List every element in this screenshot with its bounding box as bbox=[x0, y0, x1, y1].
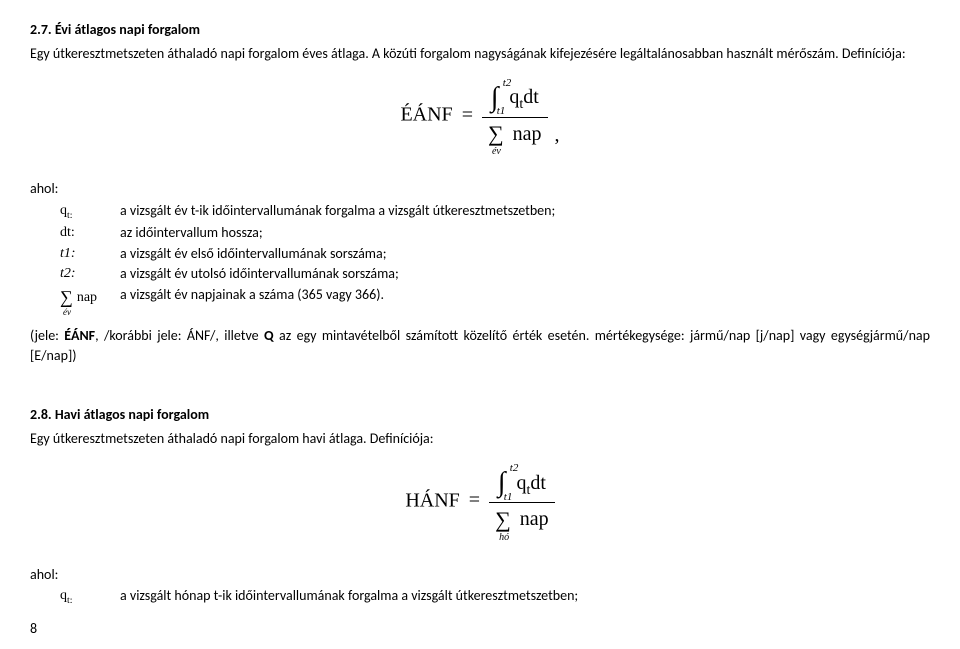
formula-lhs: ÉÁNF bbox=[400, 104, 452, 126]
formula-eq: = bbox=[462, 104, 473, 126]
section-28-heading: 2.8. Havi átlagos napi forgalom bbox=[30, 405, 930, 425]
def-row: qt: a vizsgált év t-ik időintervallumána… bbox=[60, 201, 930, 223]
formula-lhs: HÁNF bbox=[405, 489, 459, 511]
sum-symbol: ∑ bbox=[488, 121, 504, 146]
sum-sub: hó bbox=[499, 531, 509, 545]
def-val: az időintervallum hossza; bbox=[120, 223, 263, 243]
int-upper: t2 bbox=[510, 461, 519, 476]
integrand-dt: dt bbox=[523, 86, 539, 108]
def-val: a vizsgált hónap t-ik időintervallumának… bbox=[120, 586, 578, 608]
sum-label: nap bbox=[513, 123, 542, 145]
def-val: a vizsgált év első időintervallumának so… bbox=[120, 244, 386, 264]
definition-list-28: qt: a vizsgált hónap t-ik időintervallum… bbox=[60, 586, 930, 608]
section-27-note: (jele: ÉÁNF, /korábbi jele: ÁNF/, illetv… bbox=[30, 326, 930, 365]
def-row: qt: a vizsgált hónap t-ik időintervallum… bbox=[60, 586, 930, 608]
def-row: dt: az időintervallum hossza; bbox=[60, 223, 930, 243]
section-27-formula: ÉÁNF = t2 ∫ t1 qtdt ∑ év nap , bbox=[30, 83, 930, 149]
definition-list-27: qt: a vizsgált év t-ik időintervallumána… bbox=[60, 201, 930, 310]
section-28-paragraph-1: Egy útkeresztmetszeten áthaladó napi for… bbox=[30, 429, 930, 449]
section-27-heading: 2.7. Évi átlagos napi forgalom bbox=[30, 20, 930, 40]
def-row: t2: a vizsgált év utolsó időintervallumá… bbox=[60, 264, 930, 284]
int-lower: t1 bbox=[504, 490, 513, 505]
def-val: a vizsgált év napjainak a száma (365 vag… bbox=[120, 285, 384, 310]
def-key: dt: bbox=[60, 223, 120, 243]
ahol-label-27: ahol: bbox=[30, 179, 930, 199]
integrand-dt: dt bbox=[530, 472, 546, 494]
formula-comma: , bbox=[555, 124, 560, 146]
section-28-formula: HÁNF = t2 ∫ t1 qtdt ∑ hó nap bbox=[30, 469, 930, 535]
def-row: ∑ év nap a vizsgált év napjainak a száma… bbox=[60, 285, 930, 310]
section-27-paragraph-1: Egy útkeresztmetszeten áthaladó napi for… bbox=[30, 44, 930, 64]
def-key: t2: bbox=[60, 264, 120, 284]
int-upper: t2 bbox=[503, 76, 512, 91]
def-key: ∑ év nap bbox=[60, 285, 120, 310]
def-val: a vizsgált év t-ik időintervallumának fo… bbox=[120, 201, 555, 223]
page-number: 8 bbox=[30, 619, 37, 639]
def-key: qt: bbox=[60, 201, 120, 223]
def-row: t1: a vizsgált év első időintervallumána… bbox=[60, 244, 930, 264]
ahol-label-28: ahol: bbox=[30, 565, 930, 585]
sum-sub: év bbox=[492, 145, 501, 159]
def-val: a vizsgált év utolsó időintervallumának … bbox=[120, 264, 399, 284]
def-key: t1: bbox=[60, 244, 120, 264]
sum-symbol: ∑ bbox=[495, 507, 511, 532]
int-lower: t1 bbox=[497, 104, 506, 119]
formula-eq: = bbox=[469, 489, 480, 511]
def-key: qt: bbox=[60, 586, 120, 608]
sum-label: nap bbox=[520, 508, 549, 530]
